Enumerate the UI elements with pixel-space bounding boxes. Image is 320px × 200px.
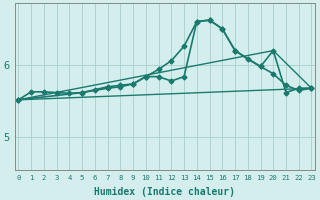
- X-axis label: Humidex (Indice chaleur): Humidex (Indice chaleur): [94, 186, 236, 197]
